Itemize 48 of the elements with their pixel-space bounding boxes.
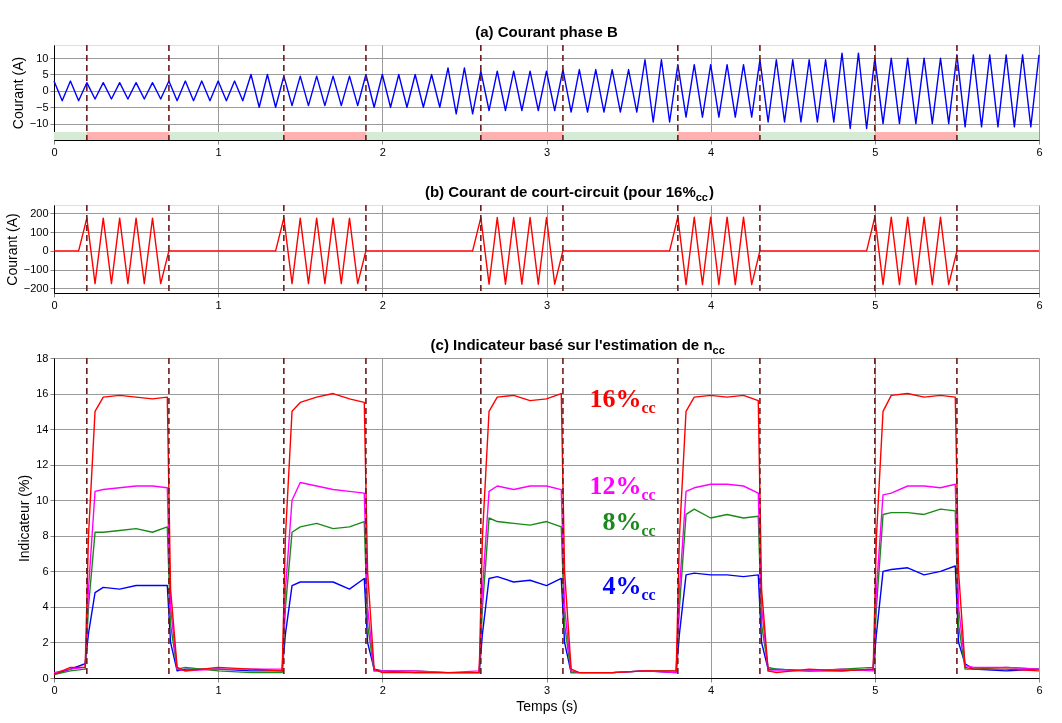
y-tick-label: 4 [42, 600, 49, 613]
y-tick-label: −100 [23, 263, 49, 276]
y-axis-title: Courant (A) [3, 213, 20, 286]
x-tick-label: 1 [215, 298, 222, 311]
y-tick-label: 0 [42, 244, 49, 257]
y-tick-label: 200 [30, 206, 49, 219]
y-tick-label: 8 [42, 529, 49, 542]
x-tick-label: 5 [872, 298, 879, 311]
x-tick-label: 0 [51, 683, 58, 696]
x-tick-label: 2 [379, 145, 386, 158]
y-tick-label: 10 [36, 493, 49, 506]
x-tick-label: 3 [543, 298, 551, 311]
x-axis-title: Temps (s) [516, 697, 578, 714]
x-tick-label: 3 [543, 145, 551, 158]
x-tick-label: 4 [708, 298, 715, 311]
y-tick-label: 14 [36, 422, 49, 435]
y-axis-title: Indicateur (%) [16, 474, 33, 563]
x-tick-label: 6 [1036, 298, 1043, 311]
x-tick-label: 4 [708, 145, 715, 158]
y-tick-label: 12 [36, 458, 49, 471]
x-tick-label: 1 [215, 683, 222, 696]
x-tick-label: 4 [708, 683, 715, 696]
y-tick-label: −10 [29, 117, 49, 130]
x-tick-label: 2 [379, 298, 386, 311]
x-tick-label: 5 [872, 683, 879, 696]
x-tick-label: 3 [543, 683, 551, 696]
chart-title: (a) Courant phase B [475, 23, 618, 40]
y-tick-label: 6 [42, 564, 49, 577]
line-series [53, 216, 1040, 286]
y-tick-label: 16 [36, 387, 49, 400]
x-tick-label: 1 [215, 145, 222, 158]
y-axis-title: Courant (A) [9, 56, 26, 130]
y-tick-label: 18 [36, 351, 49, 364]
y-tick-label: 5 [42, 67, 49, 80]
y-tick-label: 100 [30, 225, 49, 238]
y-tick-label: −5 [35, 100, 49, 113]
y-tick-label: 2 [42, 635, 49, 648]
x-tick-label: 2 [379, 683, 386, 696]
x-tick-label: 0 [51, 145, 58, 158]
y-tick-label: −200 [23, 281, 49, 294]
y-tick-label: 0 [42, 671, 49, 684]
y-tick-label: 10 [36, 51, 49, 64]
x-tick-label: 6 [1036, 145, 1043, 158]
x-tick-label: 0 [51, 298, 58, 311]
line-series [53, 52, 1040, 130]
x-tick-label: 5 [872, 145, 879, 158]
y-tick-label: 0 [42, 84, 49, 97]
x-tick-label: 6 [1036, 683, 1043, 696]
